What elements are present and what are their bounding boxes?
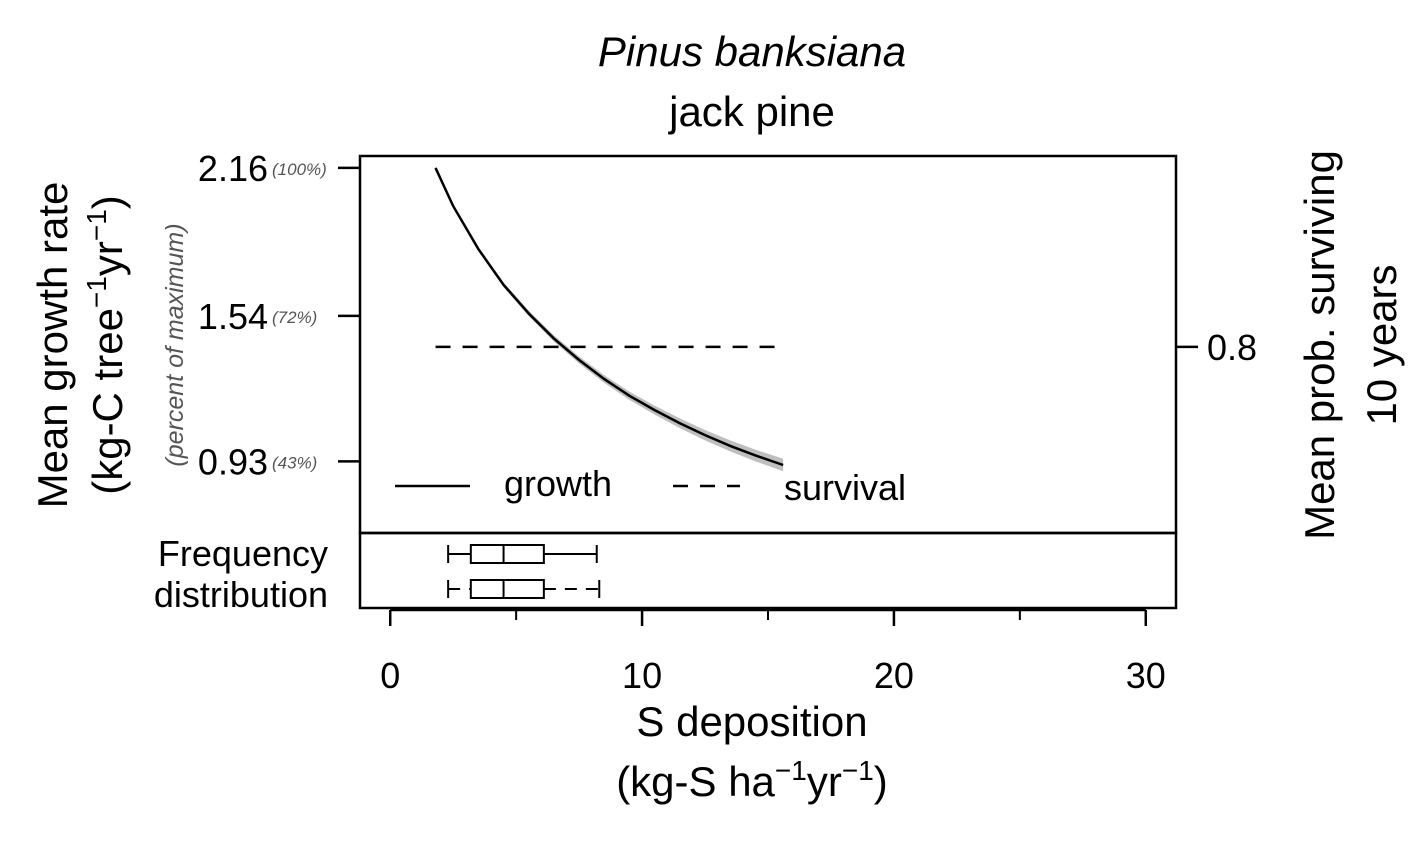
growth-box [469, 544, 545, 564]
x-axis-label: S deposition [636, 698, 867, 745]
y-axis-secondary-label: (percent of maximum) [161, 223, 189, 466]
y-axis-label: Mean growth rate [29, 182, 76, 509]
x-tick-label: 0 [380, 655, 400, 696]
marks [434, 166, 784, 599]
x-tick-label: 10 [622, 655, 662, 696]
frequency-plot-frame [358, 531, 1178, 610]
legend-growth-label: growth [504, 463, 612, 504]
growth-confidence-band [435, 166, 784, 472]
chart-subtitle: jack pine [667, 88, 835, 135]
y2-tick-label: 0.8 [1207, 327, 1257, 368]
y-axis-units: (kg-C tree−1yr−1) [81, 195, 131, 495]
y2-axis-label-line2: 10 years [1358, 264, 1405, 425]
main-plot-frame [358, 154, 1178, 535]
freq-label-line1: Frequency [158, 533, 328, 574]
legend: growth survival [395, 463, 906, 508]
y-tick-percent-label: (43%) [272, 453, 317, 472]
x-axis-units: (kg-S ha−1yr−1) [616, 755, 888, 805]
x-tick-label: 30 [1126, 655, 1166, 696]
axes: 0 10 20 30 2.16 (100%) 1.54 (72%) 0.93 (43%) 0.8 [198, 148, 1257, 696]
y-tick-label: 2.16 [198, 148, 268, 189]
x-tick-label: 20 [874, 655, 914, 696]
survival-box [469, 579, 545, 599]
legend-survival-label: survival [784, 467, 906, 508]
freq-label-line2: distribution [154, 574, 328, 615]
y-tick-label: 1.54 [198, 296, 268, 337]
y-tick-percent-label: (100%) [272, 160, 327, 179]
y-tick-label: 0.93 [198, 441, 268, 482]
chart-title: Pinus banksiana [598, 28, 906, 75]
y2-axis-label-line1: Mean prob. surviving [1296, 150, 1343, 540]
y-tick-percent-label: (72%) [272, 308, 317, 327]
growth-line [434, 167, 784, 467]
